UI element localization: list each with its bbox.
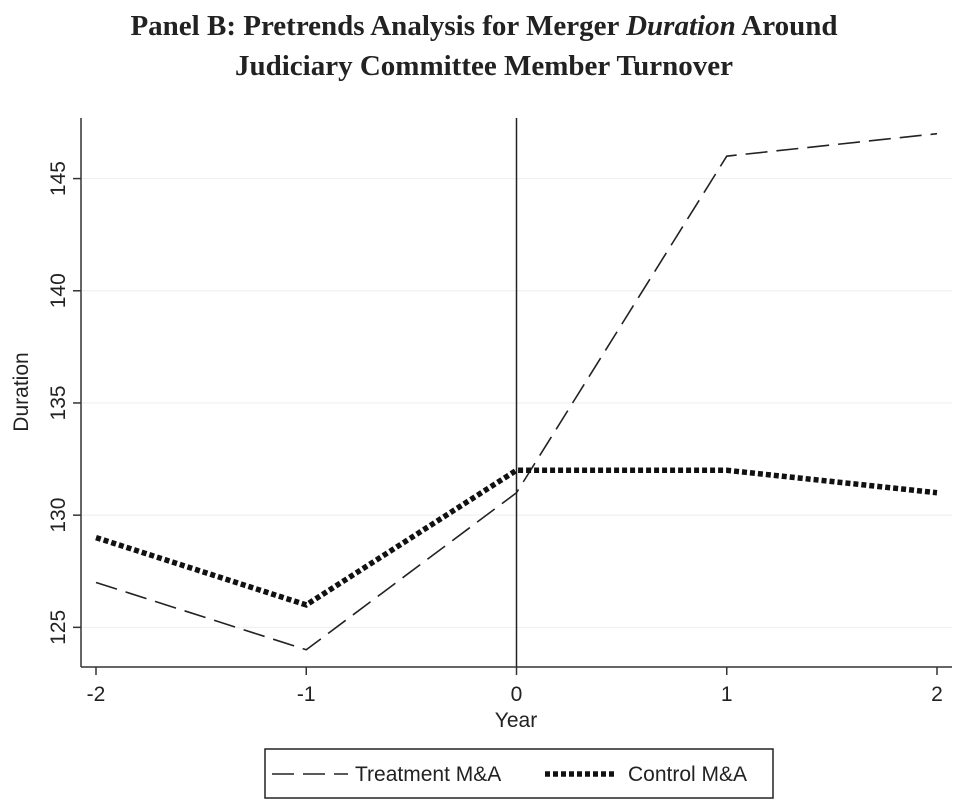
legend-label-control: Control M&A <box>628 763 747 786</box>
x-tick-label-0: 0 <box>511 683 523 706</box>
chart-title-line1-em: Duration <box>626 10 736 42</box>
y-tick-label-135: 135 <box>47 385 70 420</box>
y-tick-label-125: 125 <box>47 610 70 645</box>
y-axis-label: Duration <box>10 352 33 431</box>
chart-title-line1-pre: Panel B: Pretrends Analysis for Merger <box>130 10 627 42</box>
series-lines <box>95 132 938 651</box>
chart-title-line2: Judiciary Committee Member Turnover <box>234 50 733 82</box>
legend-box <box>264 748 774 799</box>
x-tick-label-1: 1 <box>721 683 733 706</box>
legend: Treatment M&A Control M&A <box>264 748 774 799</box>
x-tick-label--2: -2 <box>87 683 106 706</box>
chart-title-line1-post: Around <box>735 10 838 42</box>
x-tick-label-2: 2 <box>931 683 943 706</box>
series-line-0 <box>95 132 938 651</box>
y-axis-ticks: 125 130 135 140 145 <box>47 161 81 645</box>
chart-title: Panel B: Pretrends Analysis for Merger D… <box>0 6 968 86</box>
series-line-1 <box>95 467 938 608</box>
y-tick-label-140: 140 <box>47 273 70 308</box>
x-axis-ticks: -2 -1 0 1 2 <box>87 667 943 706</box>
y-tick-label-130: 130 <box>47 498 70 533</box>
x-tick-label--1: -1 <box>297 683 316 706</box>
y-tick-label-145: 145 <box>47 161 70 196</box>
legend-label-treatment: Treatment M&A <box>355 763 501 786</box>
x-axis-label: Year <box>495 709 537 732</box>
